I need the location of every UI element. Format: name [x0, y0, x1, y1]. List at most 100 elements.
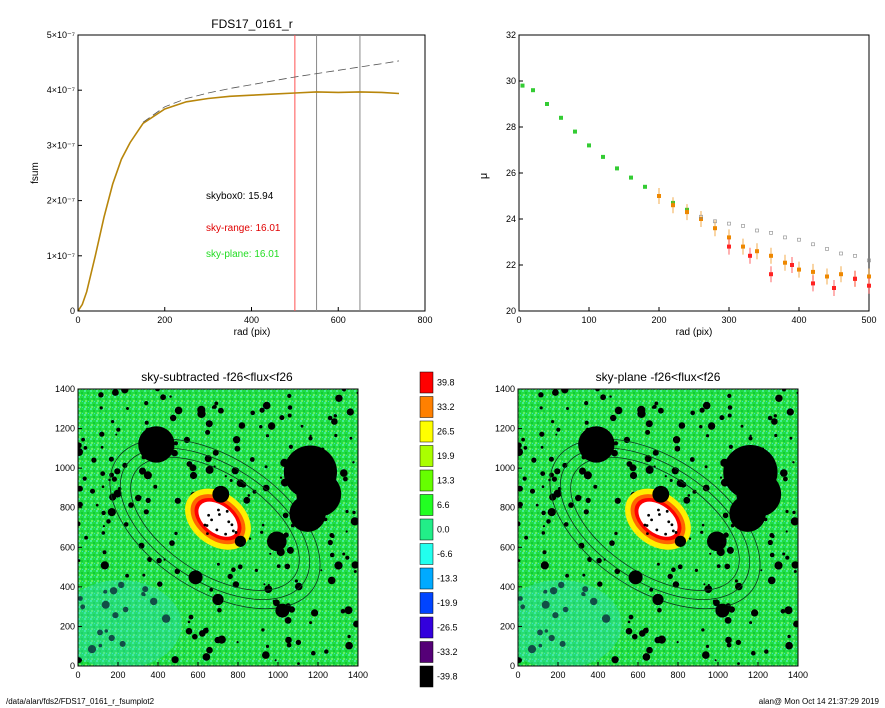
mu-point [727, 221, 731, 226]
mu-point [741, 244, 745, 249]
isophote-ellipse [130, 456, 300, 591]
masked-source [704, 465, 708, 469]
masked-source [342, 389, 346, 392]
masked-source [353, 620, 358, 628]
masked-source [115, 433, 118, 436]
mu-y-ticks: 20 22 24 26 28 30 32 [506, 30, 523, 316]
masked-source [694, 568, 699, 573]
mu-point [811, 281, 815, 286]
masked-source [101, 531, 106, 535]
mu-point [520, 83, 525, 88]
mu-point [769, 272, 773, 277]
masked-source [541, 531, 546, 535]
fsum-plot-frame [77, 34, 426, 312]
masked-source [84, 535, 88, 540]
masked-source [585, 497, 591, 503]
masked-source [187, 620, 191, 624]
masked-source [160, 394, 167, 401]
mu-x-tick-label: 500 [861, 315, 876, 325]
masked-source [81, 437, 85, 442]
masked-source [722, 512, 729, 519]
masked-source [593, 484, 598, 489]
masked-source [669, 479, 673, 482]
masked-source [108, 456, 114, 462]
masked-source [98, 643, 103, 648]
mu-point [811, 242, 815, 247]
masked-source [78, 442, 82, 449]
masked-source [658, 407, 664, 414]
masked-source [658, 513, 661, 516]
sky-plane-x-tick-label: 1200 [748, 670, 768, 680]
masked-source [100, 445, 104, 449]
masked-star [212, 485, 230, 503]
masked-source [102, 525, 105, 528]
masked-source [596, 557, 602, 564]
masked-source [232, 436, 241, 444]
masked-source [286, 642, 292, 648]
masked-source [518, 596, 523, 601]
masked-source [82, 476, 87, 481]
masked-source [282, 512, 289, 519]
masked-source [334, 433, 338, 438]
masked-source [294, 579, 298, 583]
masked-source [202, 653, 211, 661]
masked-source [543, 589, 548, 594]
masked-source [188, 614, 194, 620]
masked-source [583, 509, 589, 515]
masked-source [539, 431, 545, 437]
sky-subtracted-y-tick-label: 1400 [55, 384, 75, 394]
isophote-ellipse [549, 438, 761, 610]
masked-source [719, 415, 725, 421]
masked-source [320, 569, 323, 572]
colorbar-label: 13.3 [437, 476, 455, 486]
masked-star [138, 426, 175, 463]
masked-source [192, 633, 198, 640]
masked-source [676, 479, 685, 488]
masked-source [111, 476, 117, 482]
masked-source [600, 394, 606, 401]
masked-source [548, 634, 555, 642]
masked-source [657, 607, 662, 613]
masked-source [254, 568, 258, 573]
masked-source [231, 529, 235, 533]
masked-source [518, 501, 523, 508]
sky-plane-y-tick-label: 0 [510, 661, 515, 671]
sky-plane-x-tick-label: 600 [630, 670, 645, 680]
mu-point [783, 260, 787, 265]
masked-source [783, 476, 788, 482]
mu-point [797, 237, 801, 242]
masked-source [584, 401, 589, 406]
masked-source [724, 563, 731, 570]
fsum-x-tick-label: 400 [244, 315, 259, 325]
mu-point [699, 214, 703, 219]
colorbar-swatch [419, 518, 434, 541]
masked-source [276, 564, 281, 568]
masked-source [613, 441, 619, 446]
fsum-y-axis-label: fsum [30, 162, 41, 184]
sky-subtracted-x-tick-label: 0 [75, 670, 80, 680]
masked-source [551, 476, 558, 482]
masked-source [345, 641, 353, 650]
masked-source [284, 617, 292, 624]
masked-source [672, 581, 680, 588]
colorbar-label: 39.8 [437, 378, 455, 388]
masked-star [674, 535, 687, 547]
masked-source [547, 507, 556, 517]
sky-subtracted-y-tick-label: 0 [70, 661, 75, 671]
masked-source [628, 614, 634, 620]
masked-source [671, 529, 675, 533]
sky-subtracted-y-tick-label: 1000 [55, 463, 75, 473]
masked-source [674, 531, 678, 534]
mu-point [615, 166, 619, 171]
masked-source [523, 446, 528, 450]
masked-source [724, 617, 732, 624]
masked-source [342, 552, 346, 556]
masked-source [687, 494, 691, 497]
sky-plane-x-tick-label: 800 [670, 670, 685, 680]
fsum-y-tick-label: 4×10⁻⁷ [47, 85, 75, 95]
masked-source [259, 425, 263, 429]
masked-source [530, 488, 535, 494]
sky-plane-frame [517, 388, 799, 667]
masked-source [664, 475, 667, 478]
masked-source [78, 521, 81, 527]
